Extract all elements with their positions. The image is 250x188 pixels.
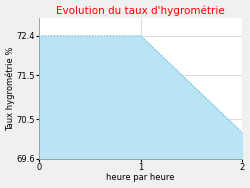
X-axis label: heure par heure: heure par heure [106, 174, 175, 182]
Y-axis label: Taux hygrométrie %: Taux hygrométrie % [6, 46, 15, 131]
Title: Evolution du taux d'hygrométrie: Evolution du taux d'hygrométrie [56, 6, 225, 16]
